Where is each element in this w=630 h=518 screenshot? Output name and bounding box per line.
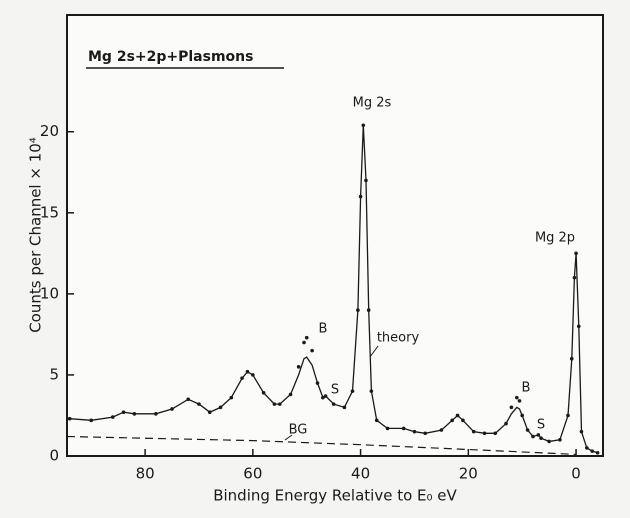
data-point	[296, 365, 301, 369]
x-tick-label: 20	[459, 465, 478, 483]
y-tick-label: 15	[40, 203, 59, 221]
y-tick-label: 10	[40, 284, 59, 302]
annotation: Mg 2p	[535, 231, 575, 246]
data-point	[67, 416, 72, 421]
annotation: BG	[289, 423, 308, 438]
x-tick-label: 40	[351, 465, 370, 483]
theory-line	[69, 125, 598, 454]
background-line	[66, 435, 577, 455]
annotation: B	[319, 322, 328, 337]
data-point	[310, 348, 314, 353]
x-tick-label: 80	[136, 465, 155, 483]
y-tick-label: 20	[40, 122, 59, 140]
data-point	[304, 335, 309, 340]
x-axis-label: Binding Energy Relative to E₀ eV	[213, 487, 457, 505]
annotation: Mg 2s	[353, 96, 392, 111]
y-tick-label: 0	[49, 447, 59, 465]
data-point	[361, 123, 366, 128]
x-tick-label: 60	[243, 465, 262, 483]
y-axis-label: Counts per Channel × 10⁴	[27, 137, 45, 333]
data-point	[302, 340, 306, 345]
x-tick-label: 0	[571, 465, 581, 483]
annotation: B	[522, 381, 531, 396]
data-point	[517, 399, 522, 403]
chart-title: Mg 2s+2p+Plasmons	[88, 49, 253, 65]
data-point	[515, 395, 519, 400]
pointer	[284, 434, 293, 441]
annotation: theory	[377, 331, 420, 346]
annotation: S	[537, 418, 545, 433]
data-point	[509, 405, 514, 410]
pointer	[369, 345, 379, 358]
annotation: S	[331, 383, 339, 398]
plot-frame	[66, 14, 604, 457]
y-tick-label: 5	[49, 365, 59, 383]
